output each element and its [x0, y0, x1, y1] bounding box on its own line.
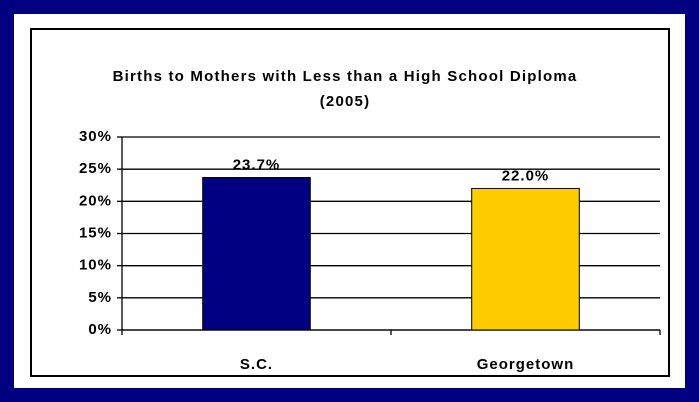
y-tick-label: 30% [79, 128, 112, 145]
y-tick-label: 20% [79, 192, 112, 209]
chart-title: Births to Mothers with Less than a High … [112, 68, 578, 110]
y-tick-label: 10% [79, 257, 112, 274]
bar [202, 177, 311, 331]
y-tick-label: 0% [88, 321, 112, 338]
value-label: 22.0% [502, 167, 550, 184]
y-tick-label: 5% [88, 289, 112, 306]
x-tick-label: Georgetown [477, 356, 575, 373]
value-label: 23.7% [233, 156, 281, 173]
y-tick-label: 25% [79, 160, 112, 177]
x-tick-label: S.C. [240, 356, 273, 373]
chart-border [30, 28, 670, 377]
y-tick-label: 15% [79, 224, 112, 241]
bar [471, 187, 580, 331]
